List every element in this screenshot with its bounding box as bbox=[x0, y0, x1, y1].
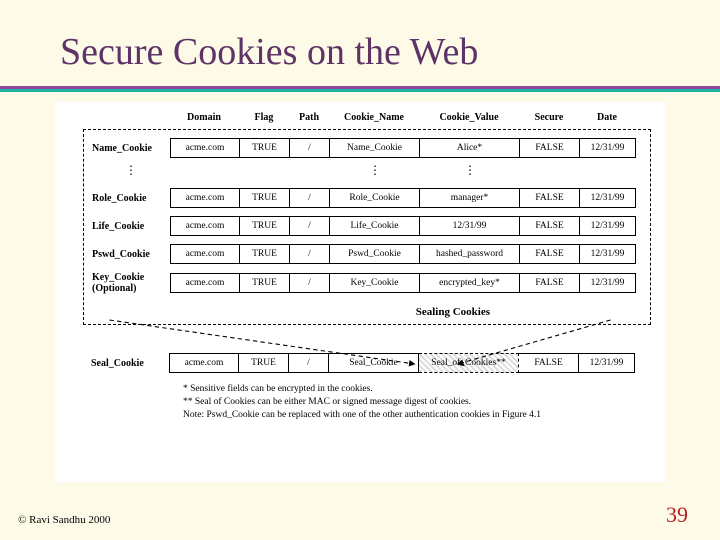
cookie-diagram: Domain Flag Path Cookie_Name Cookie_Valu… bbox=[55, 102, 665, 482]
cell: 12/31/99 bbox=[420, 216, 520, 236]
header-blank bbox=[83, 112, 169, 123]
cell: manager* bbox=[420, 188, 520, 208]
table-row: Name_Cookie acme.com TRUE / Name_Cookie … bbox=[92, 138, 642, 158]
cell: FALSE bbox=[520, 273, 580, 293]
sealing-label: Sealing Cookies bbox=[416, 306, 490, 318]
footnote: * Sensitive fields can be encrypted in t… bbox=[183, 383, 651, 396]
row-label: Key_Cookie (Optional) bbox=[92, 272, 170, 294]
cell: FALSE bbox=[520, 138, 580, 158]
header-date: Date bbox=[579, 112, 635, 123]
footnote: ** Seal of Cookies can be either MAC or … bbox=[183, 396, 651, 409]
cell: / bbox=[290, 273, 330, 293]
cell: acme.com bbox=[170, 244, 240, 264]
row-label: Name_Cookie bbox=[92, 143, 170, 154]
row-label: Pswd_Cookie bbox=[92, 249, 170, 260]
cell: / bbox=[290, 138, 330, 158]
header-flag: Flag bbox=[239, 112, 289, 123]
sealing-arrows-icon bbox=[55, 320, 665, 364]
cell: / bbox=[290, 244, 330, 264]
cell: 12/31/99 bbox=[580, 138, 636, 158]
header-secure: Secure bbox=[519, 112, 579, 123]
cell: Role_Cookie bbox=[330, 188, 420, 208]
cell: FALSE bbox=[520, 216, 580, 236]
copyright: © Ravi Sandhu 2000 bbox=[18, 514, 110, 526]
cell: TRUE bbox=[240, 244, 290, 264]
cell: Key_Cookie bbox=[330, 273, 420, 293]
cell: FALSE bbox=[520, 244, 580, 264]
cell: / bbox=[290, 216, 330, 236]
header-cookie-name: Cookie_Name bbox=[329, 112, 419, 123]
cell: TRUE bbox=[240, 216, 290, 236]
footnotes: * Sensitive fields can be encrypted in t… bbox=[183, 383, 651, 421]
cell: 12/31/99 bbox=[580, 216, 636, 236]
table-row: Pswd_Cookie acme.com TRUE / Pswd_Cookie … bbox=[92, 244, 642, 264]
footnote: Note: Pswd_Cookie can be replaced with o… bbox=[183, 409, 651, 422]
title-area: Secure Cookies on the Web bbox=[0, 0, 720, 86]
cell: encrypted_key* bbox=[420, 273, 520, 293]
cell: acme.com bbox=[170, 216, 240, 236]
vertical-dots: ⋮⋮⋮ bbox=[92, 166, 642, 188]
cell: hashed_password bbox=[420, 244, 520, 264]
cell: 12/31/99 bbox=[580, 244, 636, 264]
slide-title: Secure Cookies on the Web bbox=[60, 30, 680, 74]
table-row: Role_Cookie acme.com TRUE / Role_Cookie … bbox=[92, 188, 642, 208]
cell: FALSE bbox=[520, 188, 580, 208]
cell: Life_Cookie bbox=[330, 216, 420, 236]
row-label: Life_Cookie bbox=[92, 221, 170, 232]
cell: / bbox=[290, 188, 330, 208]
header-cookie-value: Cookie_Value bbox=[419, 112, 519, 123]
row-label: Role_Cookie bbox=[92, 193, 170, 204]
cell: acme.com bbox=[170, 138, 240, 158]
cell: acme.com bbox=[170, 188, 240, 208]
table-row: Life_Cookie acme.com TRUE / Life_Cookie … bbox=[92, 216, 642, 236]
table-row: Key_Cookie (Optional) acme.com TRUE / Ke… bbox=[92, 272, 642, 294]
cell: Name_Cookie bbox=[330, 138, 420, 158]
column-headers: Domain Flag Path Cookie_Name Cookie_Valu… bbox=[83, 112, 651, 123]
sealed-cookies-group: Name_Cookie acme.com TRUE / Name_Cookie … bbox=[83, 129, 651, 325]
header-path: Path bbox=[289, 112, 329, 123]
header-domain: Domain bbox=[169, 112, 239, 123]
divider bbox=[0, 86, 720, 92]
cell: Pswd_Cookie bbox=[330, 244, 420, 264]
cell: TRUE bbox=[240, 273, 290, 293]
cell: 12/31/99 bbox=[580, 188, 636, 208]
cell: TRUE bbox=[240, 138, 290, 158]
cell: Alice* bbox=[420, 138, 520, 158]
cell: 12/31/99 bbox=[580, 273, 636, 293]
cell: acme.com bbox=[170, 273, 240, 293]
page-number: 39 bbox=[666, 502, 688, 528]
cell: TRUE bbox=[240, 188, 290, 208]
